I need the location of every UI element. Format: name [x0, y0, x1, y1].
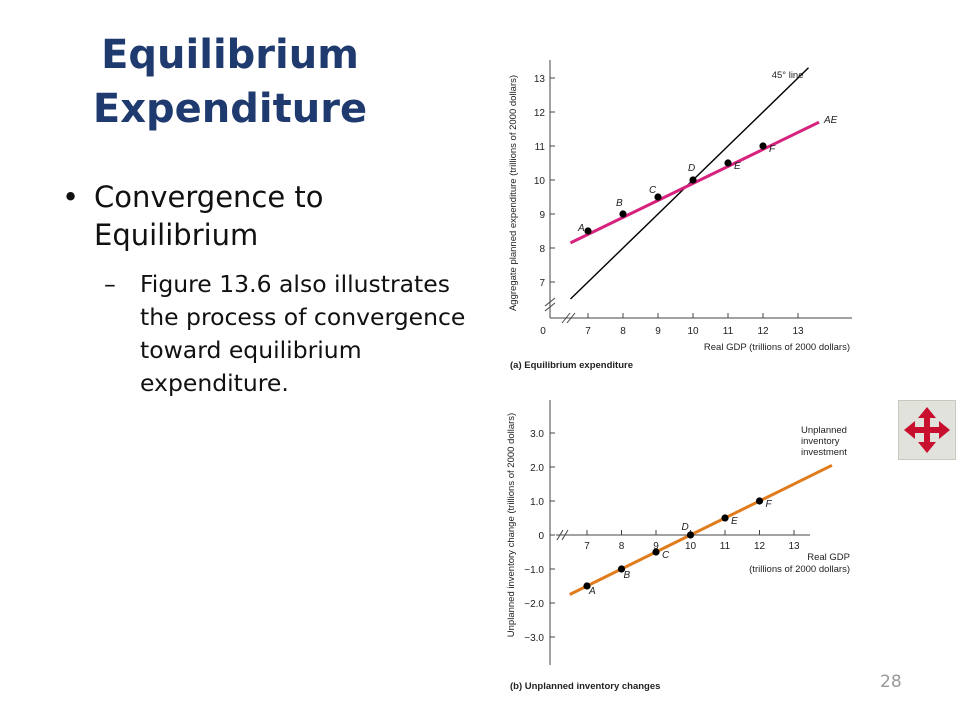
axis-break-mark	[544, 302, 556, 312]
sub-bullet-marker: –	[104, 270, 116, 298]
y-tick-label: 8	[539, 244, 545, 255]
y-tick-label: 2.0	[530, 463, 544, 474]
x-axis-label: (trillions of 2000 dollars)	[749, 564, 850, 575]
slide-title: Equilibrium Expenditure	[60, 28, 400, 136]
series-label: investment	[801, 447, 847, 458]
x-axis-label: Real GDP	[807, 552, 850, 563]
unplanned-inventory-chart: 3.0 2.0 1.0 0 −1.0 −2.0 −3.0 7 8 9 10 11 12 13 Real GD…	[506, 400, 850, 692]
chart-caption: (a) Equilibrium expenditure	[510, 360, 633, 371]
x-tick-label: 11	[720, 541, 731, 552]
point-label: D	[682, 522, 689, 533]
four-way-arrow-icon	[904, 407, 950, 453]
point-d	[686, 531, 695, 539]
y-tick-label: 11	[535, 142, 546, 153]
point-label: B	[616, 198, 623, 209]
y-axis-label: Unplanned inventory change (trillions of…	[506, 413, 517, 637]
nav-button[interactable]	[898, 400, 956, 460]
title-line-2: Expenditure	[92, 86, 368, 132]
bullet-item: • Convergence to Equilibrium	[62, 178, 472, 254]
axis-break-mark	[544, 297, 556, 307]
series-label-ae: AE	[823, 115, 838, 126]
x-tick-label: 9	[655, 326, 661, 337]
y-tick-label: 10	[534, 176, 546, 187]
point-b	[617, 565, 626, 573]
point-label: F	[766, 499, 773, 510]
point-label: E	[731, 516, 738, 527]
x-tick-label: 11	[723, 326, 734, 337]
x-tick-label: 9	[653, 541, 659, 552]
x-tick-label: 13	[788, 541, 800, 552]
point-label: D	[688, 163, 695, 174]
x-tick-label: 7	[585, 326, 591, 337]
y-tick-label: 9	[539, 210, 545, 221]
y-tick-label: −2.0	[524, 599, 544, 610]
point-f	[759, 142, 767, 150]
x-tick-label: 10	[687, 326, 699, 337]
y-tick-label: 7	[539, 278, 545, 289]
point-label: A	[588, 586, 596, 597]
sub-bullet-item: – Figure 13.6 also illustrates the proce…	[62, 268, 472, 400]
x-tick-label: 13	[792, 326, 804, 337]
point-a	[584, 227, 592, 235]
x-tick-label: 12	[754, 541, 766, 552]
x-tick-label: 10	[685, 541, 697, 552]
axis-break-mark	[561, 529, 569, 541]
x-tick-label: 7	[584, 541, 590, 552]
y-tick-label: 12	[534, 108, 546, 119]
x-axis-label: Real GDP (trillions of 2000 dollars)	[704, 342, 850, 353]
point-e	[721, 514, 729, 522]
unplanned-inventory-line	[569, 463, 833, 596]
bullet-text: Convergence to Equilibrium	[94, 180, 324, 252]
point-c	[652, 548, 660, 556]
axis-break-mark	[566, 312, 576, 324]
title-line-1: Equilibrium	[101, 32, 359, 78]
point-label: C	[649, 185, 657, 196]
axis-break-mark	[556, 529, 564, 541]
series-label-45-degree: 45° line	[772, 70, 804, 81]
y-tick-label: 13	[534, 74, 546, 85]
y-tick-label: −1.0	[524, 565, 544, 576]
equilibrium-expenditure-chart: 7 8 9 10 11 12 13 0 7 8 9 10 11 12 13 Real GDP (trillio…	[508, 60, 852, 371]
point-c	[654, 193, 662, 201]
bullet-marker: •	[62, 180, 80, 214]
x-tick-label: 8	[620, 326, 626, 337]
x-tick-label: 12	[757, 326, 769, 337]
y-tick-label: −3.0	[524, 633, 544, 644]
y-tick-label: 0	[538, 531, 544, 542]
forty-five-degree-line	[570, 67, 809, 300]
sub-bullet-text: Figure 13.6 also illustrates the process…	[140, 270, 466, 397]
point-b	[619, 210, 627, 218]
point-f	[755, 497, 764, 505]
point-label: E	[734, 161, 741, 172]
bullet-list: • Convergence to Equilibrium – Figure 13…	[62, 178, 472, 400]
series-label: Unplanned	[801, 425, 847, 436]
point-d	[689, 176, 697, 184]
y-tick-label: 1.0	[530, 497, 544, 508]
axis-break-mark	[561, 312, 571, 324]
y-tick-label: 3.0	[530, 429, 544, 440]
y-axis-label: Aggregate planned expenditure (trillions…	[508, 75, 519, 311]
point-label: B	[624, 570, 631, 581]
point-label: C	[662, 550, 670, 561]
x-tick-label: 0	[540, 326, 546, 337]
series-label: inventory	[801, 436, 840, 447]
x-tick-label: 8	[619, 541, 625, 552]
point-label: F	[769, 144, 776, 155]
point-a	[583, 582, 591, 590]
page-number: 28	[880, 672, 902, 692]
point-e	[724, 159, 732, 167]
chart-caption: (b) Unplanned inventory changes	[510, 681, 660, 692]
point-label: A	[577, 223, 585, 234]
